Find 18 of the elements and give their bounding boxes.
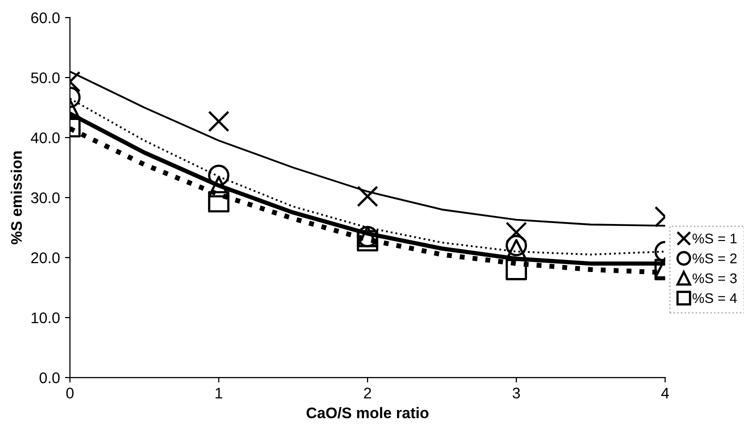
y-tick-label: 0.0 <box>40 372 60 384</box>
x-tick-label: 4 <box>661 388 669 398</box>
legend-label: %S = 1 <box>692 234 737 244</box>
y-tick-label: 10.0 <box>32 312 60 324</box>
y-tick-label: 40.0 <box>30 132 60 144</box>
legend-label: %S = 3 <box>692 273 737 284</box>
legend-label: %S = 4 <box>692 293 737 304</box>
x-tick-label: 2 <box>364 388 372 398</box>
y-tick-label: 50.0 <box>31 72 60 84</box>
y-tick-label: 60.0 <box>31 12 60 24</box>
x-axis-title: CaO/S mole ratio <box>306 407 428 418</box>
x-tick-label: 1 <box>216 388 222 398</box>
x-tick-label: 3 <box>512 388 520 398</box>
y-tick-label: 20.0 <box>31 252 60 264</box>
y-axis-title: %S emission <box>10 151 22 244</box>
x-tick-label: 0 <box>66 388 74 398</box>
legend-label: %S = 2 <box>692 253 737 264</box>
y-tick-label: 30.0 <box>31 192 60 204</box>
